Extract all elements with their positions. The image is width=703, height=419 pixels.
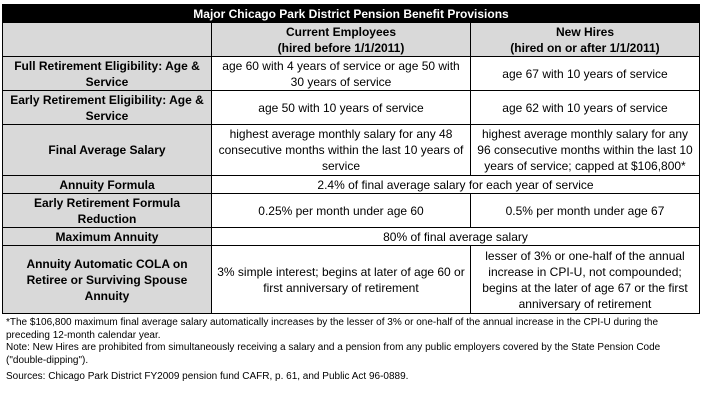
new-hires-header: New Hires (hired on or after 1/1/2011) <box>470 22 700 57</box>
table-row-final-average-salary: Final Average Salary highest average mon… <box>2 124 700 176</box>
row-label-full-retirement: Full Retirement Eligibility: Age & Servi… <box>2 56 212 91</box>
cell-full-retirement-current: age 60 with 4 years of service or age 50… <box>211 56 471 91</box>
table-row-cola: Annuity Automatic COLA on Retiree or Sur… <box>2 245 700 314</box>
cell-early-reduction-new: 0.5% per month under age 67 <box>470 193 700 228</box>
row-label-annuity-formula: Annuity Formula <box>2 175 212 194</box>
table-row-maximum-annuity: Maximum Annuity 80% of final average sal… <box>2 227 700 246</box>
column-header-row: Current Employees (hired before 1/1/2011… <box>2 22 700 57</box>
note-double-dipping: Note: New Hires are prohibited from simu… <box>6 342 661 366</box>
cell-cola-new: lesser of 3% or one-half of the annual i… <box>470 245 700 314</box>
cell-final-average-salary-current: highest average monthly salary for any 4… <box>211 124 471 176</box>
table-row-early-reduction: Early Retirement Formula Reduction 0.25%… <box>2 193 700 228</box>
new-hires-header-line2: (hired on or after 1/1/2011) <box>510 40 660 55</box>
current-employees-header-line2: (hired before 1/1/2011) <box>277 40 405 55</box>
pension-provisions-document: Major Chicago Park District Pension Bene… <box>2 4 700 384</box>
cell-full-retirement-new: age 67 with 10 years of service <box>470 56 700 91</box>
cell-final-average-salary-new: highest average monthly salary for any 9… <box>470 124 700 176</box>
corner-header-cell <box>2 22 212 57</box>
current-employees-header: Current Employees (hired before 1/1/2011… <box>211 22 471 57</box>
row-label-cola: Annuity Automatic COLA on Retiree or Sur… <box>2 245 212 314</box>
row-label-early-reduction: Early Retirement Formula Reduction <box>2 193 212 228</box>
footnote-salary-cap: *The $106,800 maximum final average sala… <box>6 317 659 341</box>
new-hires-header-line1: New Hires <box>555 24 615 39</box>
cell-cola-current: 3% simple interest; begins at later of a… <box>211 245 471 314</box>
cell-early-retirement-current: age 50 with 10 years of service <box>211 90 471 125</box>
table-notes: *The $106,800 maximum final average sala… <box>2 317 699 384</box>
current-employees-header-line1: Current Employees <box>285 24 397 39</box>
row-label-final-average-salary: Final Average Salary <box>2 124 212 176</box>
table-title-row: Major Chicago Park District Pension Bene… <box>2 4 700 23</box>
cell-early-retirement-new: age 62 with 10 years of service <box>470 90 700 125</box>
row-label-maximum-annuity: Maximum Annuity <box>2 227 212 246</box>
row-label-early-retirement: Early Retirement Eligibility: Age & Serv… <box>2 90 212 125</box>
cell-maximum-annuity: 80% of final average salary <box>211 227 700 246</box>
sources-note: Sources: Chicago Park District FY2009 pe… <box>6 371 409 382</box>
table-row-full-retirement: Full Retirement Eligibility: Age & Servi… <box>2 56 700 91</box>
table-row-early-retirement: Early Retirement Eligibility: Age & Serv… <box>2 90 700 125</box>
cell-annuity-formula: 2.4% of final average salary for each ye… <box>211 175 700 194</box>
table-row-annuity-formula: Annuity Formula 2.4% of final average sa… <box>2 175 700 194</box>
cell-early-reduction-current: 0.25% per month under age 60 <box>211 193 471 228</box>
pension-provisions-table: Major Chicago Park District Pension Bene… <box>2 4 700 314</box>
table-title: Major Chicago Park District Pension Bene… <box>2 4 700 23</box>
